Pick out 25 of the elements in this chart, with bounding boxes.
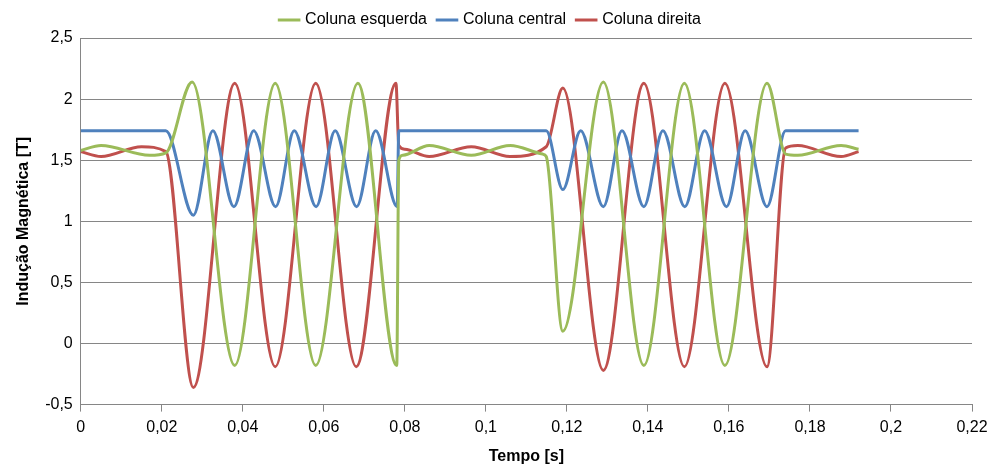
y-tick-label: 0 (63, 333, 73, 351)
x-tick-label: 0,04 (227, 417, 259, 435)
x-tick-label: 0,14 (632, 417, 664, 435)
y-axis-title: Indução Magnética [T] (14, 136, 32, 306)
y-tick-label: 1 (63, 211, 73, 229)
x-tick-label: 0,18 (794, 417, 826, 435)
x-tick-label: 0,16 (713, 417, 745, 435)
x-axis-title: Tempo [s] (488, 446, 565, 464)
legend-label: Coluna direita (602, 10, 701, 28)
x-tick-label: 0,2 (879, 417, 903, 435)
x-tick-label: 0,02 (146, 417, 178, 435)
y-tick-label: 2,5 (50, 28, 73, 46)
x-tick-label: 0 (76, 417, 86, 435)
y-tick-label: 2 (63, 89, 73, 107)
line-series (80, 129, 861, 217)
x-tick-label: 0,12 (551, 417, 583, 435)
x-tick-label: 0,08 (389, 417, 421, 435)
x-tick-label: 0,22 (956, 417, 988, 435)
x-tick-label: 0,06 (308, 417, 340, 435)
y-tick-label: 0,5 (50, 272, 73, 290)
x-tick-label: 0,1 (474, 417, 498, 435)
legend-label: Coluna esquerda (305, 10, 428, 28)
y-tick-label: 1,5 (50, 150, 73, 168)
y-tick-label: -0,5 (45, 395, 73, 413)
legend-label: Coluna central (462, 10, 567, 28)
